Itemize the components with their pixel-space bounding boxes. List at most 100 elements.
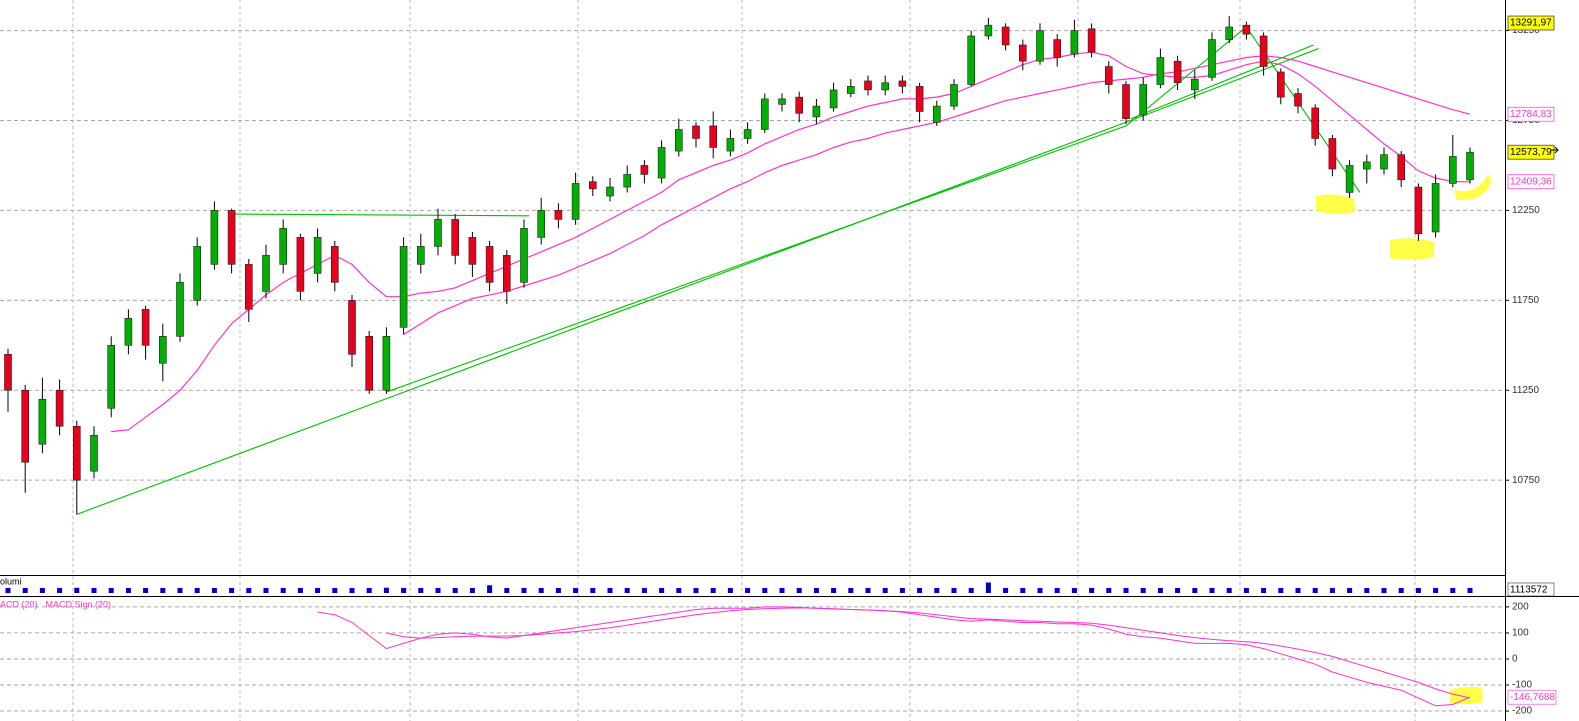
volume-last-label: 1113572 xyxy=(1510,585,1548,596)
candle-body xyxy=(778,98,786,105)
price-label: 13291,97 xyxy=(1510,18,1552,29)
candle-body xyxy=(1380,154,1388,170)
candle-body xyxy=(348,300,356,355)
volume-bar xyxy=(1192,587,1198,593)
price-label: 12573,79 xyxy=(1510,147,1552,158)
candle-body xyxy=(313,237,322,274)
volume-bar xyxy=(383,587,389,593)
candle-body xyxy=(485,246,494,283)
candle-body xyxy=(795,96,804,114)
candle-body xyxy=(21,389,30,463)
volume-bar xyxy=(555,587,561,593)
volume-bar xyxy=(796,587,802,593)
macd-last-box xyxy=(1507,689,1557,705)
volume-bar xyxy=(1381,587,1387,593)
volume-bar xyxy=(1364,587,1370,593)
candle-body xyxy=(107,344,115,409)
candle-body xyxy=(1156,57,1165,85)
candle-body xyxy=(846,86,855,94)
candle-body xyxy=(1191,78,1199,91)
volume-bar xyxy=(968,587,974,593)
volume-bar xyxy=(1089,587,1095,593)
highlight xyxy=(1455,174,1492,201)
candle-body xyxy=(692,125,700,139)
volume-bar xyxy=(710,587,716,593)
volume-bar xyxy=(418,587,424,593)
volume-bar xyxy=(590,587,596,593)
volume-bar xyxy=(831,587,837,593)
volume-bar xyxy=(39,587,45,593)
volume-bar xyxy=(917,587,923,593)
volume-bar xyxy=(1106,587,1112,593)
volume-bar xyxy=(538,587,544,593)
volume-bar xyxy=(882,587,888,593)
volume-bar xyxy=(504,587,510,593)
candle-body xyxy=(262,255,270,292)
candle-body xyxy=(330,246,339,283)
price-label-box xyxy=(1507,106,1555,122)
candle-body xyxy=(1173,60,1182,84)
candle-body xyxy=(1259,35,1268,67)
candle-body xyxy=(210,210,219,265)
last-price-arrow xyxy=(1551,146,1559,154)
volume-bar xyxy=(487,585,493,593)
candle-body xyxy=(399,246,408,328)
price-label-box xyxy=(1507,144,1555,160)
price-label-box xyxy=(1507,174,1555,190)
volume-bar xyxy=(762,587,768,593)
trendline xyxy=(386,125,1127,393)
candle-body xyxy=(38,398,47,445)
volume-bar xyxy=(1243,587,1249,593)
volume-bar xyxy=(108,587,114,593)
volume-bar xyxy=(1261,587,1267,593)
volume-bar xyxy=(521,587,527,593)
volume-bar xyxy=(246,587,252,593)
trendline xyxy=(1125,48,1319,123)
candle-body xyxy=(864,80,872,91)
candle-body xyxy=(1018,44,1027,62)
candle-body xyxy=(1311,107,1319,139)
y-tick-label: 100 xyxy=(1512,628,1529,639)
volume-bar xyxy=(1226,587,1232,593)
volume-bar xyxy=(280,587,286,593)
volume-bar xyxy=(1415,587,1421,593)
candle-body xyxy=(623,174,632,188)
volume-bar xyxy=(315,587,321,593)
y-tick-label: 10750 xyxy=(1512,475,1540,486)
candle-body xyxy=(1414,186,1423,235)
candle-body xyxy=(1087,28,1096,53)
candle-body xyxy=(657,147,666,179)
candle-body xyxy=(176,282,184,337)
y-tick-label: 13250 xyxy=(1512,25,1540,36)
candle-body xyxy=(640,165,649,175)
volume-bar xyxy=(366,587,372,593)
candle-body xyxy=(1363,161,1371,170)
candle-body xyxy=(1070,30,1079,55)
candle-body xyxy=(1105,66,1113,85)
candle-body xyxy=(554,210,563,220)
price-label: 12409,36 xyxy=(1510,176,1552,187)
y-tick-label: 11250 xyxy=(1512,385,1540,396)
candle-body xyxy=(1328,138,1337,170)
candle-body xyxy=(915,86,924,112)
y-tick-label: 0 xyxy=(1512,654,1518,665)
volume-bar xyxy=(624,587,630,593)
candle-body xyxy=(967,35,976,85)
candle-body xyxy=(1122,84,1130,119)
candle-body xyxy=(1242,24,1251,35)
candle-body xyxy=(55,389,64,427)
volume-bar xyxy=(74,587,80,593)
candle-body xyxy=(950,84,958,107)
legend-entry: ACD (20) xyxy=(0,599,38,609)
axis-labels: 1075011250117501225012750132502001000-10… xyxy=(0,15,1557,717)
volume-bar xyxy=(194,587,200,593)
volume-bar xyxy=(22,587,28,593)
candle-body xyxy=(984,24,993,37)
volume-bar xyxy=(1071,587,1077,593)
volume-bar xyxy=(745,587,751,593)
volume-bar xyxy=(1037,587,1043,593)
candle-body xyxy=(1001,26,1010,46)
y-tick-label: -200 xyxy=(1512,706,1532,717)
candle-body xyxy=(502,255,511,292)
y-tick-label: 12250 xyxy=(1512,205,1540,216)
